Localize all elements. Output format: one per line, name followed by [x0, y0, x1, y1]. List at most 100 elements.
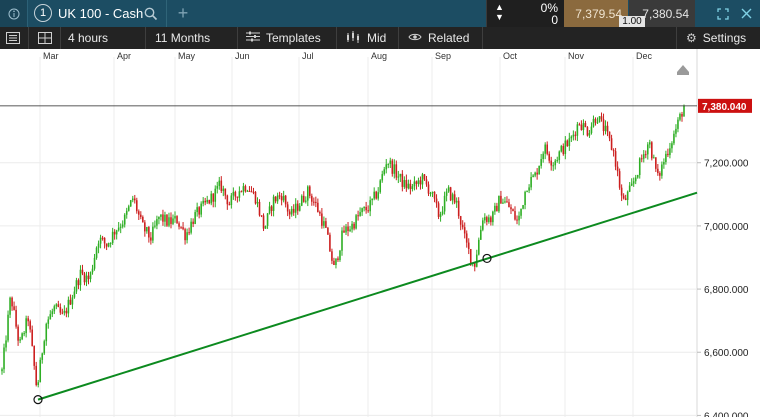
candle-body — [256, 201, 259, 204]
list-view-icon[interactable] — [6, 27, 20, 49]
candle-body — [156, 219, 158, 226]
candle-body — [369, 200, 371, 212]
candle-body — [337, 258, 339, 261]
candle-body — [622, 195, 625, 199]
candle-body — [586, 127, 589, 136]
candle-body — [180, 226, 182, 228]
candle-body — [129, 200, 132, 207]
candle-body — [220, 180, 223, 191]
candle-body — [630, 183, 633, 186]
candle-body — [655, 157, 657, 169]
candle-body — [230, 195, 233, 206]
candle-body — [514, 211, 516, 220]
instrument-name[interactable]: UK 100 - Cash — [58, 6, 144, 21]
scroll-up-icon[interactable] — [677, 65, 689, 75]
candle-body — [184, 229, 186, 241]
candle-body — [498, 195, 500, 212]
interval-selector[interactable]: 4 hours — [68, 31, 109, 45]
candle-body — [526, 190, 528, 192]
candle-body — [238, 191, 241, 198]
candle-body — [3, 347, 5, 370]
candle-body — [218, 180, 221, 186]
related-button[interactable]: Related — [408, 27, 469, 49]
candle-body — [522, 205, 524, 209]
candle-body — [644, 154, 647, 156]
candle-body — [45, 323, 48, 342]
candle-body — [97, 243, 100, 248]
sell-price-button[interactable]: 7,379.54 — [564, 0, 628, 27]
close-icon[interactable] — [737, 0, 755, 27]
candle-body — [101, 237, 104, 239]
price-chart[interactable]: Mar Apr May Jun Jul Aug Sep Oct Nov Dec 7,200.000… — [0, 49, 760, 417]
candle-body — [208, 199, 211, 204]
candle-body — [663, 162, 665, 165]
candle-body — [290, 208, 293, 215]
candle-body — [304, 200, 307, 202]
candle-body — [266, 213, 269, 226]
candle-body — [582, 123, 585, 131]
candle-body — [558, 151, 561, 161]
candle-body — [520, 208, 522, 216]
candle-body — [435, 198, 438, 204]
up-down-arrows-icon: ▲ ▼ — [495, 2, 504, 22]
candle-body — [681, 113, 683, 117]
add-tab-icon[interactable]: + — [177, 3, 189, 23]
chart-toolbar: 4 hours 11 Months Templates Mid Related — [0, 27, 760, 49]
expand-icon[interactable] — [714, 0, 732, 27]
buy-price-button[interactable]: 7,380.54 — [629, 0, 695, 27]
candle-body — [419, 180, 422, 185]
trendline-line — [37, 191, 698, 401]
candle-body — [150, 237, 152, 241]
toolbar-divider — [336, 27, 337, 49]
candle-body — [552, 165, 555, 167]
candle-body — [148, 227, 150, 238]
candle-body — [85, 275, 88, 283]
candle-body — [335, 258, 337, 266]
candle-body — [477, 239, 480, 255]
settings-button[interactable]: ⚙ Settings — [686, 27, 746, 49]
layout-grid-icon[interactable] — [38, 27, 52, 49]
trendline[interactable] — [33, 191, 698, 405]
candle-body — [25, 318, 27, 334]
candle-body — [671, 143, 673, 149]
tab-number-badge[interactable]: 1 — [34, 4, 52, 22]
candle-body — [182, 227, 184, 230]
candle-body — [518, 215, 520, 221]
candle-body — [457, 200, 460, 217]
candle-body — [341, 230, 343, 251]
info-icon[interactable] — [0, 0, 28, 27]
candle-body — [572, 134, 575, 137]
range-selector[interactable]: 11 Months — [155, 31, 211, 45]
chart-canvas[interactable]: Mar Apr May Jun Jul Aug Sep Oct Nov Dec 7,200.000… — [0, 49, 760, 417]
candle-body — [5, 340, 7, 348]
candle-body — [144, 222, 146, 232]
candle-body — [115, 230, 118, 235]
candle-body — [81, 269, 84, 274]
x-axis-label: Apr — [117, 51, 131, 61]
candle-body — [677, 119, 679, 129]
candle-body — [506, 201, 508, 203]
candle-body — [357, 215, 359, 217]
candle-body — [407, 183, 410, 189]
candle-body — [286, 204, 289, 212]
search-icon[interactable] — [142, 0, 160, 27]
current-price-line: 7,380.040 — [0, 98, 752, 113]
candle-body — [260, 215, 263, 217]
candle-body — [43, 341, 46, 354]
toolbar-divider — [237, 27, 238, 49]
candle-body — [504, 201, 506, 203]
candle-body — [343, 230, 345, 233]
candle-body — [262, 215, 265, 229]
candle-body — [568, 138, 571, 147]
related-label: Related — [428, 31, 470, 45]
candle-body — [33, 345, 35, 366]
price-type-button[interactable]: Mid — [346, 27, 386, 49]
y-axis-labels: 7,200.000 7,000.000 6,800.000 6,600.000 6,40… — [704, 159, 749, 417]
candle-body — [234, 191, 237, 197]
candle-body — [176, 216, 178, 224]
grid-lines — [0, 57, 701, 417]
candle-body — [544, 144, 546, 154]
candle-body — [359, 212, 361, 216]
candle-body — [252, 191, 255, 193]
templates-button[interactable]: Templates — [246, 27, 321, 49]
